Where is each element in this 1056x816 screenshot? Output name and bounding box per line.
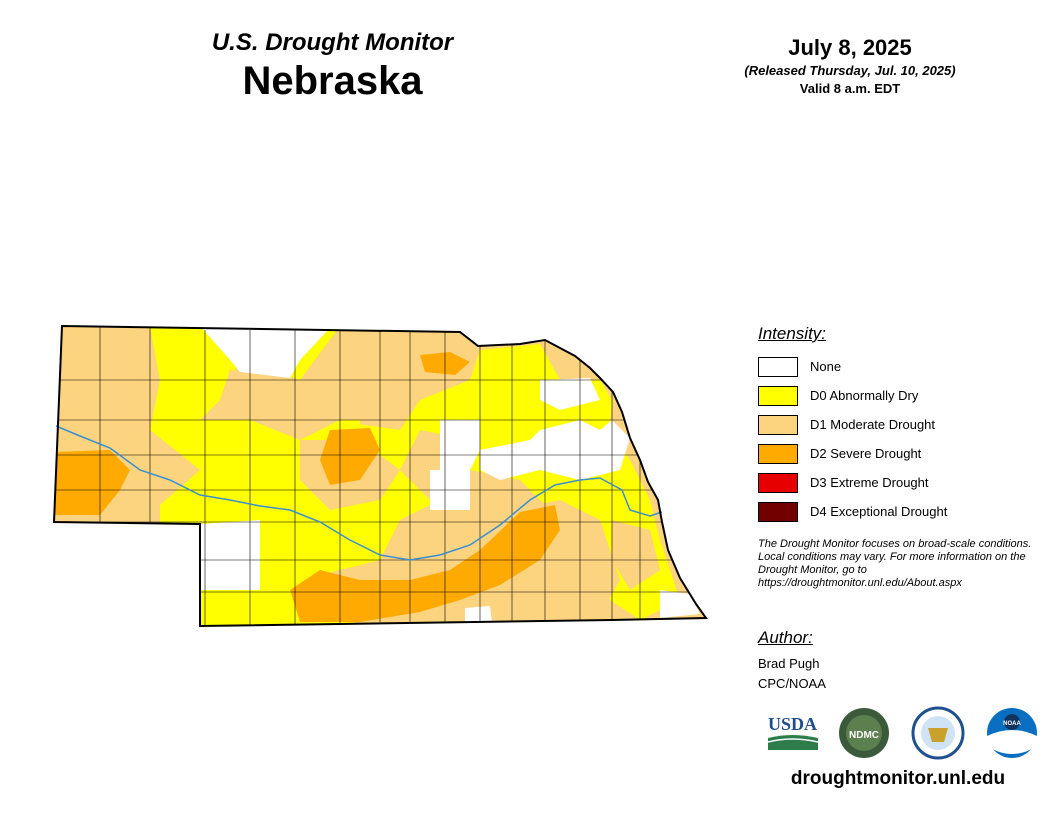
legend-item-d0: D0 Abnormally Dry (758, 381, 1048, 410)
doc-seal-logo (911, 706, 965, 760)
platte-river (55, 425, 663, 561)
legend-label: D3 Extreme Drought (810, 475, 929, 490)
legend-item-none: None (758, 352, 1048, 381)
none-area-northeast (540, 378, 600, 410)
legend-swatch-d3 (758, 472, 798, 493)
noaa-logo: NOAA (987, 708, 1037, 758)
author-block: Author: Brad Pugh CPC/NOAA (758, 628, 958, 694)
author-heading: Author: (758, 628, 813, 647)
legend-item-d1: D1 Moderate Drought (758, 410, 1048, 439)
legend-label: D1 Moderate Drought (810, 417, 936, 432)
county-lines (54, 326, 700, 626)
legend-swatch-none (758, 356, 798, 377)
legend-item-d2: D2 Severe Drought (758, 439, 1048, 468)
partner-logos: USDA NDMC NOAA (767, 706, 1037, 760)
d2-area-panhandle (54, 450, 130, 515)
legend: Intensity: None D0 Abnormally Dry D1 Mod… (758, 324, 1048, 526)
none-area-east (440, 420, 630, 480)
nebraska-drought-map (52, 324, 708, 628)
legend-label: None (810, 359, 842, 374)
legend-item-d3: D3 Extreme Drought (758, 468, 1048, 497)
state-outline (52, 324, 708, 628)
none-area-southwest (200, 520, 260, 590)
d0-area-panhandle-south (160, 505, 200, 524)
state-title: Nebraska (242, 59, 423, 103)
website-url: droughtmonitor.unl.edu (790, 768, 1006, 789)
valid-time: Valid 8 a.m. EDT (799, 81, 901, 96)
legend-heading: Intensity: (758, 324, 827, 343)
legend-item-d4: D4 Exceptional Drought (758, 497, 1048, 526)
legend-swatch-d2 (758, 443, 798, 464)
legend-label: D2 Severe Drought (810, 446, 922, 461)
release-date: (Released Thursday, Jul. 10, 2025) (744, 63, 956, 78)
map-subtitle: U.S. Drought Monitor (211, 29, 454, 56)
ndmc-logo-text: NDMC (849, 730, 879, 741)
date-block: July 8, 2025 (Released Thursday, Jul. 10… (700, 34, 1000, 98)
title-block: U.S. Drought Monitor Nebraska (160, 28, 505, 104)
legend-swatch-d4 (758, 501, 798, 522)
d0-area-central (150, 326, 660, 580)
usda-logo: USDA (767, 714, 819, 750)
d1-area-southeast (612, 520, 660, 590)
legend-label: D4 Exceptional Drought (810, 504, 948, 519)
ndmc-logo: NDMC (839, 708, 889, 758)
legend-swatch-d1 (758, 414, 798, 435)
d2-area-south (290, 505, 560, 622)
usda-logo-text: USDA (768, 714, 817, 734)
none-area-southeast-corner (660, 590, 700, 618)
legend-swatch-d0 (758, 385, 798, 406)
none-area-south (465, 606, 492, 622)
noaa-logo-text: NOAA (1003, 721, 1021, 727)
author-name: Brad Pugh (758, 656, 820, 671)
disclaimer-text: The Drought Monitor focuses on broad-sca… (758, 538, 1032, 589)
author-org: CPC/NOAA (758, 676, 826, 691)
legend-label: D0 Abnormally Dry (810, 388, 919, 403)
map-date: July 8, 2025 (788, 35, 912, 60)
none-area-north (200, 326, 330, 378)
d2-area-central (320, 428, 380, 485)
drought-areas (54, 326, 706, 626)
